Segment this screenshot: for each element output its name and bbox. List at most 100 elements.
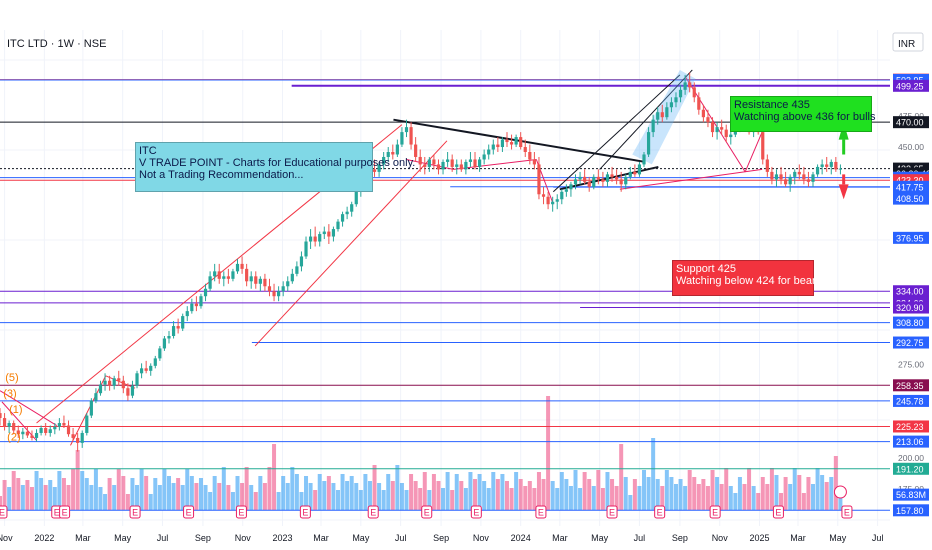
candle-body [724,129,728,138]
volume-bar [89,485,94,510]
candle-body [199,296,203,307]
candle-body [231,271,235,279]
volume-bar [715,477,720,510]
volume-bar [477,474,482,510]
volume-bar [386,474,391,510]
volume-bar [797,475,802,510]
price-tag-11: 376.95 [896,233,924,243]
candle-body [665,107,669,118]
volume-bar [399,483,404,510]
candle-body [112,378,116,386]
candle-body [765,159,769,172]
volume-bar [66,485,71,510]
volume-bar [212,476,217,510]
candle-body [0,413,2,419]
price-tag-bg [893,488,929,501]
volume-bar [450,490,455,510]
candle-body [158,348,162,359]
candle-body [286,281,290,287]
volume-bar [294,474,299,510]
candle-body [619,179,623,185]
earnings-label: E [609,508,615,518]
candle-body [290,273,294,282]
price-tag-10: 408.50 [896,194,924,204]
price-tag-9: 417.75 [896,183,924,193]
volume-bar [221,467,226,510]
volume-bar [217,483,222,510]
candle-body [592,176,596,187]
price-tick: 475.00 [898,111,924,121]
volume-bar [454,474,459,510]
candle-body [272,291,276,297]
note-support-line-1: Support 425 [676,263,736,275]
candle-body [299,256,304,267]
candle-body [651,119,655,133]
note-itc[interactable]: ITC V TRADE POINT - Charts for Education… [135,142,415,192]
candle-body [669,102,674,108]
candle-body [71,434,75,438]
volume-bar [459,481,464,510]
wave-label: (3) [3,388,16,400]
note-resistance[interactable]: Resistance 435 Watching above 436 for bu… [730,96,875,132]
candle-body [153,358,157,366]
price-tag-16: 292.75 [896,338,924,348]
candle-body [761,132,765,160]
volume-bar [587,479,592,510]
price-tag-bg [893,181,929,194]
earnings-label: E [844,508,850,518]
volume-bar [737,477,742,510]
candle-body [633,171,637,175]
volume-bar [820,475,825,510]
candle-body [217,271,221,279]
candle-body [646,132,651,155]
volume-bar [208,492,213,510]
earnings-label: E [302,508,308,518]
volume-bar [121,476,126,510]
volume-bar [550,481,555,510]
volume-bar [486,488,491,510]
candle-body [464,161,468,170]
volume-bar [249,485,254,510]
volume-bar [555,488,560,510]
earnings-icon [709,505,721,519]
volume-bar [678,479,683,510]
candle-body [327,231,331,237]
candle-body [710,122,715,133]
time-tick: 2024 [511,533,531,543]
candle-body [135,373,139,386]
note-support[interactable]: Support 425 Watching below 424 for bears [672,260,821,296]
candle-body [162,338,167,349]
candle-body [213,271,217,277]
candle-body [678,89,683,98]
candle-body [418,156,422,165]
candle-body [89,400,93,416]
candle-body [139,368,144,374]
volume-bar [80,471,85,510]
volume-bar [308,483,313,510]
candle-body [322,231,326,235]
candle-body [66,425,71,435]
earnings-icon [129,505,141,519]
price-tag-23: 157.80 [896,506,924,516]
earnings-label: E [424,508,430,518]
volume-bar [176,478,181,510]
earnings-label: E [238,508,244,518]
candle-body [313,236,317,242]
candle-body [784,179,788,185]
volume-bar [203,485,208,510]
volume-bar [838,491,843,510]
volume-bar [71,469,76,510]
time-tick: Nov [473,533,490,543]
volume-bar [395,465,400,510]
volume-bar [404,490,409,510]
volume-bar [194,483,199,510]
candle-body [222,276,226,279]
candle-body [345,211,349,215]
price-tag-bg [893,231,929,244]
earnings-label: E [775,508,781,518]
currency-label[interactable]: INR [898,39,916,50]
channel-lower [254,140,448,347]
volume-bar [600,488,605,510]
candle-body [793,171,797,177]
